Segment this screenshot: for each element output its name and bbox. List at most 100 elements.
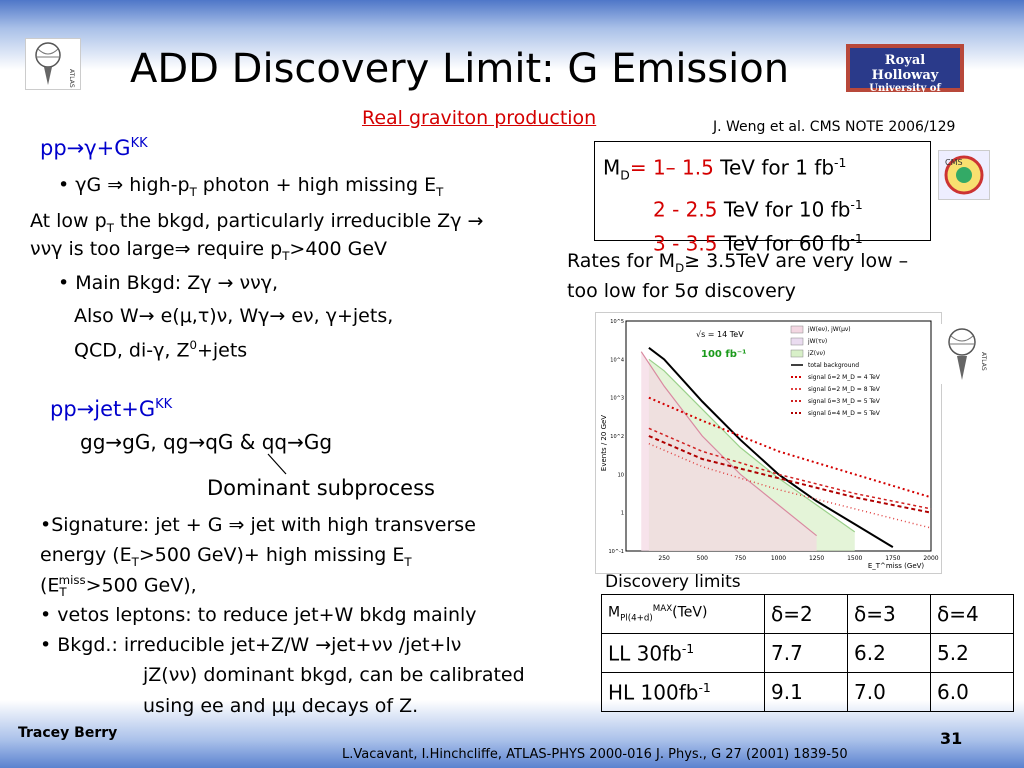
legend-label: jW(τν) [807,338,827,345]
rh-line1: Royal Holloway [871,53,939,83]
page-title: ADD Discovery Limit: G Emission [130,46,790,92]
th-sup: MAX [652,604,673,615]
md-range-2: 3 - 3.5 [653,231,718,256]
s1-l1-pre: At low p [30,210,107,232]
row-label-text: LL 30fb [608,641,682,666]
footer-reference: L.Vacavant, I.Hinchcliffe, ATLAS-PHYS 20… [342,747,848,762]
md-text-1: TeV for 10 fb [717,197,851,222]
s2-sig3: (ETmiss>500 GeV), [40,573,197,599]
s2-veto: • vetos leptons: to reduce jet+W bkdg ma… [40,604,477,626]
legend-label: signal δ=4 M_D = 5 TeV [808,410,881,417]
s1-line1: At low pT the bkgd, particularly irreduc… [30,210,483,235]
th-sub: Pl(4+d) [620,613,653,624]
md-prefix: = [629,155,653,180]
s2-heading-sup: KK [155,397,173,412]
royal-holloway-logo: Royal Holloway University of London [846,44,964,105]
atlas-figure-icon: ATLAS [35,42,75,88]
legend-label: total background [808,362,859,369]
s2-sig3-pre: (E [40,574,60,597]
s1-bk3-sup: 0 [189,338,197,352]
md-range-1: 2 - 2.5 [653,197,718,222]
plot-yticks: 10^-1 1 10 10^2 10^3 10^4 10^5 [608,319,624,555]
table-col-header: δ=2 [764,594,848,634]
page-number: 31 [940,729,963,748]
s2-sig2: energy (ET>500 GeV)+ high missing ET [40,544,412,569]
series-line [648,347,894,549]
table-header-cell: MPl(4+d)MAX(TeV) [601,594,765,634]
rates-line1: Rates for MD≥ 3.5TeV are very low – [567,250,908,275]
s1-bk3-pre: QCD, di-γ, Z [74,339,190,362]
rates-pre: Rates for M [567,250,676,272]
rates-post: ≥ 3.5TeV are very low – [684,250,909,272]
legend-label: signal δ=2 M_D = 8 TeV [808,386,881,393]
plot-xticks: 250 500 750 1000 1250 1500 1750 2000 [658,555,938,562]
y-tick-label: 10^-1 [608,549,624,555]
y-tick-label: 10^4 [610,357,624,363]
s2-bkgd3: using ee and μμ decays of Z. [143,695,419,717]
x-tick-label: 2000 [923,555,938,562]
atlas-logo-left: ATLAS [25,38,81,90]
table-row: MPl(4+d)MAX(TeV) δ=2 δ=3 δ=4 [601,594,1014,634]
y-tick-label: 10^2 [610,434,624,440]
discovery-table: MPl(4+d)MAX(TeV) δ=2 δ=3 δ=4 LL 30fb-1 7… [601,594,1014,712]
plot-annot-energy: √s = 14 TeV [696,330,744,339]
rates-line2: too low for 5σ discovery [567,280,796,302]
s2-sig3-sub: T [59,585,67,600]
th-pre: M [608,604,621,621]
plot-annot-lumi: 100 fb⁻¹ [701,349,747,360]
s2-heading-text: pp→jet+G [50,397,156,421]
legend-swatch [790,349,804,358]
s1-bkgd3: QCD, di-γ, Z0+jets [74,338,247,361]
et-miss-plot: Events / 20 GeV E_T^miss (GeV) √s = 14 T… [595,312,942,574]
x-tick-label: 250 [658,555,670,562]
md-row-0: MD= 1– 1.5 TeV for 1 fb-1 [603,148,930,190]
y-tick-label: 10^5 [610,319,624,325]
md-box: MD= 1– 1.5 TeV for 1 fb-1 2 - 2.5 TeV fo… [594,141,931,256]
s1-line2: ννγ is too large⇒ require pT>400 GeV [30,238,387,263]
table-row: LL 30fb-1 7.7 6.2 5.2 [601,633,1014,673]
table-row: HL 100fb-1 9.1 7.0 6.0 [601,672,1014,712]
y-tick-label: 1 [621,511,624,517]
atlas-figure-icon: ATLAS [948,328,987,380]
rates-sub: D [675,260,685,275]
table-col-header: δ=3 [847,594,931,634]
s2-sig2-pre: energy (E [40,544,132,566]
s1-l1-sub: T [106,220,114,235]
section1-heading: pp→γ+GKK [40,136,148,160]
cms-logo: CMS [938,150,990,200]
s1-heading-sup: KK [130,136,148,151]
s2-dominant: Dominant subprocess [207,476,435,500]
x-tick-label: 750 [735,555,747,562]
svg-text:CMS: CMS [945,158,963,167]
md-text-0: TeV for 1 fb [713,155,835,180]
plot-xlabel: E_T^miss (GeV) [868,562,925,570]
pointer-arrow-icon [267,453,287,475]
x-tick-label: 1250 [809,555,824,562]
md-text-2: TeV for 60 fb [717,231,851,256]
plot-legend: jW(eν), jW(μν) jW(τν) jZ(νν) total backgrou… [790,325,881,417]
md-sup-1: -1 [850,196,863,212]
legend-label: jW(eν), jW(μν) [807,326,851,333]
x-tick-label: 500 [697,555,709,562]
s1-bullet1: • γG ⇒ high-pT photon + high missing ET [58,174,443,199]
table-cell: 7.7 [764,633,848,673]
s2-sig3-post: >500 GeV), [85,574,197,597]
series-line [648,358,856,533]
svg-text:ATLAS: ATLAS [980,352,987,371]
table-col-header: δ=4 [930,594,1014,634]
table-cell: 9.1 [764,672,848,712]
s1-bkgd1: • Main Bkgd: Zγ → ννγ, [58,272,279,294]
s2-bkgd1: • Bkgd.: irreducible jet+Z/W →jet+νν /je… [40,634,462,656]
plot-ylabel: Events / 20 GeV [600,415,608,471]
s1-bkgd2: Also W→ e(μ,τ)ν, Wγ→ eν, γ+jets, [74,305,394,327]
series-line [648,427,932,510]
subtitle: Real graviton production [362,107,597,129]
series-line [648,396,932,499]
md-sup-2: -1 [850,231,863,247]
row-label-sup: -1 [681,640,695,656]
series-line [648,435,932,514]
x-tick-label: 1500 [847,555,862,562]
atlas-logo-right: ATLAS [940,324,992,384]
svg-text:ATLAS: ATLAS [68,69,75,88]
s2-processes: gg→gG, qg→qG & qq→Gg [80,430,333,454]
